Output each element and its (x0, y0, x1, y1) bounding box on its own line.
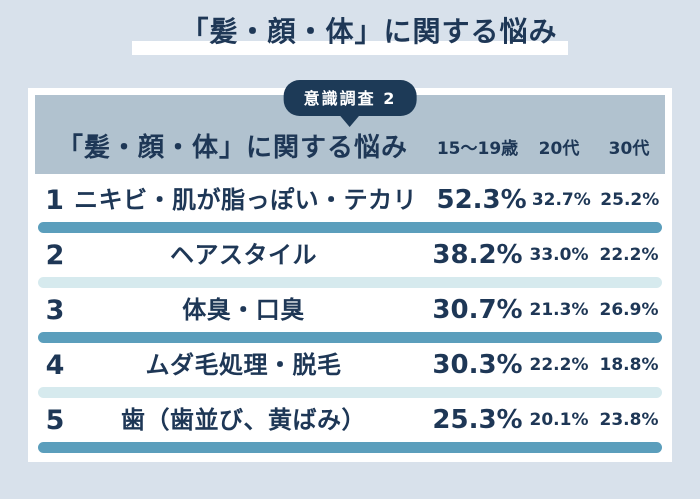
page-header: 「髪・顔・体」に関する悩み (0, 0, 700, 55)
table-row-content: 4 ムダ毛処理・脱毛 30.3% 22.2% 18.8% (35, 343, 665, 387)
value-age-20s: 32.7% (531, 189, 591, 210)
table-rows: 1 ニキビ・肌が脂っぽい・テカリ 52.3% 32.7% 25.2% 2 ヘアス… (35, 178, 665, 453)
row-divider (38, 332, 662, 343)
table-title: 「髪・顔・体」に関する悩み (56, 133, 408, 163)
row-divider (38, 442, 662, 453)
value-age-15-19: 38.2% (432, 240, 523, 270)
table-row-content: 1 ニキビ・肌が脂っぽい・テカリ 52.3% 32.7% 25.2% (35, 178, 665, 222)
table-row: 2 ヘアスタイル 38.2% 33.0% 22.2% (35, 233, 665, 288)
value-age-20s: 20.1% (529, 409, 589, 430)
value-age-30s: 22.2% (599, 244, 659, 265)
column-header-age-15-19: 15〜19歳 (436, 139, 519, 159)
item-label: ヘアスタイル (170, 241, 317, 269)
table-row: 1 ニキビ・肌が脂っぽい・テカリ 52.3% 32.7% 25.2% (35, 178, 665, 233)
survey-badge-label: 意識調査 2 (303, 89, 397, 108)
row-divider (38, 387, 662, 398)
item-label: 体臭・口臭 (182, 296, 305, 324)
value-age-30s: 26.9% (599, 299, 659, 320)
table-row-content: 5 歯（歯並び、黄ばみ） 25.3% 20.1% 23.8% (35, 398, 665, 442)
rank-number: 4 (45, 349, 65, 381)
item-label: 歯（歯並び、黄ばみ） (121, 406, 366, 434)
value-age-20s: 21.3% (529, 299, 589, 320)
survey-card: 意識調査 2 「髪・顔・体」に関する悩み 15〜19歳 20代 30代 1 ニキ… (28, 80, 672, 462)
value-age-20s: 22.2% (529, 354, 589, 375)
column-header-age-20s: 20代 (538, 139, 580, 159)
table-row: 3 体臭・口臭 30.7% 21.3% 26.9% (35, 288, 665, 343)
value-age-30s: 25.2% (600, 189, 660, 210)
table-row: 5 歯（歯並び、黄ばみ） 25.3% 20.1% 23.8% (35, 398, 665, 453)
value-age-15-19: 52.3% (436, 185, 527, 215)
table-row: 4 ムダ毛処理・脱毛 30.3% 22.2% 18.8% (35, 343, 665, 398)
rank-number: 2 (45, 239, 65, 271)
table-row-content: 2 ヘアスタイル 38.2% 33.0% 22.2% (35, 233, 665, 277)
value-age-30s: 23.8% (599, 409, 659, 430)
item-label: ニキビ・肌が脂っぽい・テカリ (74, 186, 418, 214)
value-age-15-19: 25.3% (432, 405, 523, 435)
rank-number: 5 (45, 404, 65, 436)
column-header-age-30s: 30代 (608, 139, 650, 159)
table-row-content: 3 体臭・口臭 30.7% 21.3% 26.9% (35, 288, 665, 332)
rank-number: 1 (45, 184, 64, 216)
value-age-15-19: 30.3% (432, 350, 523, 380)
survey-badge: 意識調査 2 (283, 80, 417, 127)
item-label: ムダ毛処理・脱毛 (145, 351, 342, 379)
row-divider (38, 222, 662, 233)
page-title: 「髪・顔・体」に関する悩み (132, 11, 568, 55)
badge-tail-pointer (339, 114, 361, 127)
value-age-30s: 18.8% (599, 354, 659, 375)
value-age-15-19: 30.7% (432, 295, 523, 325)
rank-number: 3 (45, 294, 65, 326)
value-age-20s: 33.0% (529, 244, 589, 265)
row-divider (38, 277, 662, 288)
